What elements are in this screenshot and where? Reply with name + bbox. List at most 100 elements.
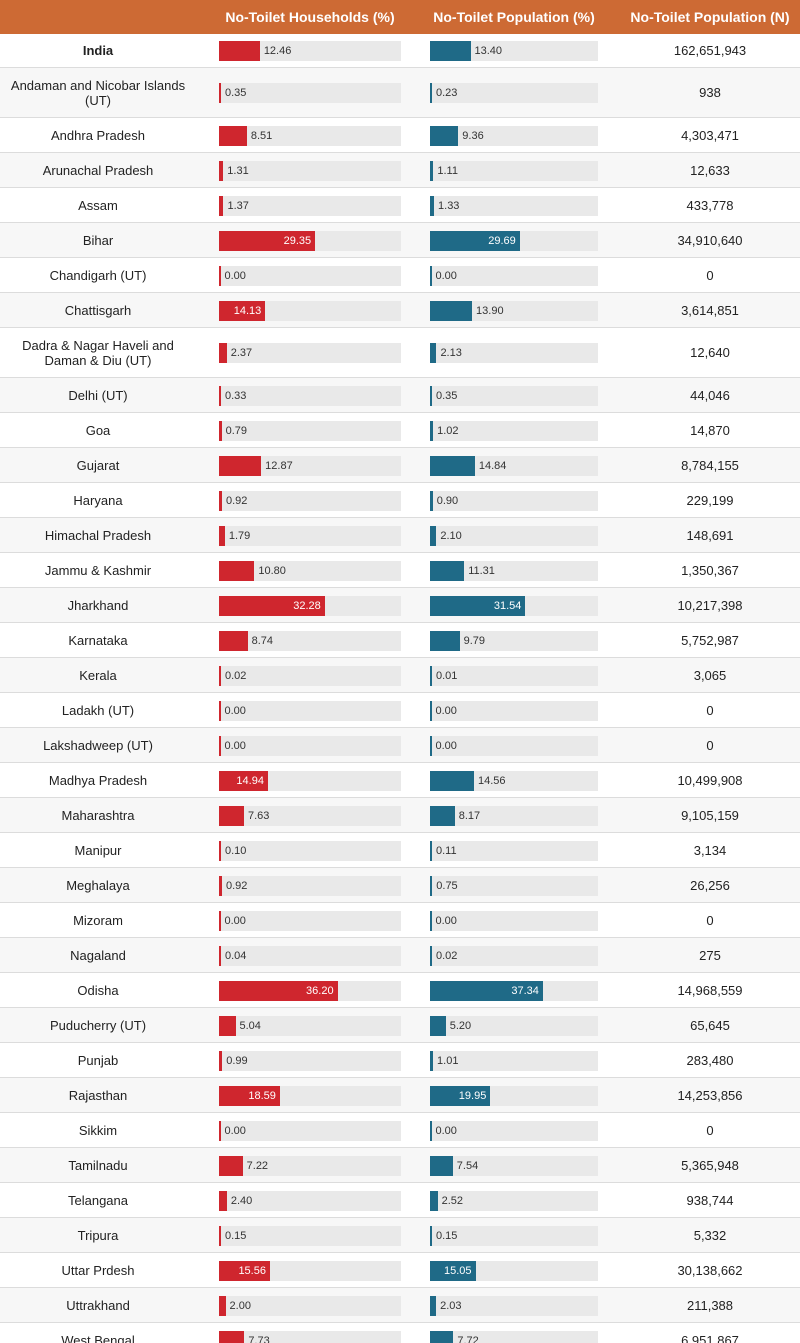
population-value-label: 0.11: [436, 845, 457, 857]
households-value-label: 8.51: [250, 130, 273, 142]
table-row: Karnataka 8.74 9.79 5,752,987: [0, 623, 800, 658]
households-value-label: 0.33: [225, 390, 247, 402]
population-bar: [430, 343, 437, 363]
households-bar: [219, 596, 325, 616]
region-name: Madhya Pradesh: [48, 772, 148, 788]
population-bar: [430, 126, 459, 146]
population-count: 0: [706, 267, 714, 283]
table-row: Andaman and Nicobar Islands (UT) 0.35 0.23…: [0, 68, 800, 118]
region-name: Manipur: [74, 842, 122, 858]
households-bar: [219, 1086, 280, 1106]
population-bar: [430, 491, 433, 511]
population-bar: [430, 1051, 434, 1071]
population-value-label: 9.79: [463, 635, 486, 647]
households-bar: [219, 841, 221, 861]
region-name: Jharkhand: [67, 597, 129, 613]
population-bar-track: 11.31: [430, 561, 598, 581]
households-value-label: 8.74: [251, 635, 274, 647]
population-value-label: 13.90: [476, 305, 504, 317]
households-value-label: 0.00: [224, 270, 246, 282]
households-bar-track: 0.92: [219, 876, 401, 896]
population-bar: [430, 1016, 446, 1036]
region-name: Delhi (UT): [68, 387, 128, 403]
households-value-label: 15.56: [238, 1265, 266, 1277]
population-value-label: 0.00: [435, 740, 457, 752]
population-bar-track: 0.90: [430, 491, 598, 511]
households-bar: [219, 343, 227, 363]
region-name: Andaman and Nicobar Islands (UT): [10, 77, 186, 108]
population-bar: [430, 876, 433, 896]
population-bar-track: 0.15: [430, 1226, 598, 1246]
households-value-label: 5.04: [239, 1020, 261, 1032]
households-bar-track: 32.28: [219, 596, 401, 616]
table-row: Chattisgarh 14.13 13.90 3,614,851: [0, 293, 800, 328]
table-row: Bihar 29.35 29.69 34,910,640: [0, 223, 800, 258]
region-name: Assam: [78, 197, 118, 213]
households-bar-track: 1.37: [219, 196, 401, 216]
population-bar-track: 0.00: [430, 701, 598, 721]
population-bar: [430, 1156, 453, 1176]
households-value-label: 0.04: [225, 950, 247, 962]
region-name: Himachal Pradesh: [44, 527, 152, 543]
households-bar-track: 0.33: [219, 386, 401, 406]
households-bar: [219, 196, 224, 216]
population-bar-track: 0.00: [430, 736, 598, 756]
households-value-label: 0.92: [226, 880, 248, 892]
population-count: 148,691: [686, 527, 734, 543]
region-name: Kerala: [79, 667, 117, 683]
households-bar: [219, 736, 221, 756]
population-value-label: 2.10: [440, 530, 462, 542]
population-value-label: 0.00: [435, 270, 457, 282]
households-bar: [219, 806, 244, 826]
table-row: Kerala 0.02 0.01 3,065: [0, 658, 800, 693]
region-name: Arunachal Pradesh: [42, 162, 154, 178]
population-value-label: 14.56: [478, 775, 506, 787]
population-count: 14,968,559: [677, 982, 743, 998]
population-count: 8,784,155: [681, 457, 739, 473]
population-count: 283,480: [686, 1052, 734, 1068]
households-bar: [219, 386, 221, 406]
region-name: Goa: [85, 422, 111, 438]
population-value-label: 0.90: [436, 495, 459, 507]
table-row: Telangana 2.40 2.52 938,744: [0, 1183, 800, 1218]
population-count: 5,332: [693, 1227, 727, 1243]
population-bar-track: 29.69: [430, 231, 598, 251]
population-bar-track: 0.01: [430, 666, 598, 686]
region-name: Gujarat: [76, 457, 120, 473]
population-value-label: 0.00: [435, 1125, 457, 1137]
region-name: Tripura: [77, 1227, 119, 1243]
table-row: Tripura 0.15 0.15 5,332: [0, 1218, 800, 1253]
population-bar-track: 1.33: [430, 196, 598, 216]
population-bar: [430, 83, 432, 103]
population-count: 6,951,867: [681, 1332, 739, 1343]
population-value-label: 31.54: [493, 600, 522, 612]
population-count: 26,256: [690, 877, 730, 893]
population-count: 34,910,640: [677, 232, 743, 248]
households-value-label: 2.40: [230, 1195, 253, 1207]
households-bar: [219, 1261, 270, 1281]
population-bar-track: 7.72: [430, 1331, 598, 1343]
population-bar: [430, 911, 432, 931]
households-bar: [219, 491, 222, 511]
population-value-label: 0.00: [435, 915, 457, 927]
households-bar: [219, 1121, 221, 1141]
region-name: Meghalaya: [66, 877, 130, 893]
households-value-label: 0.00: [224, 915, 246, 927]
households-bar: [219, 1156, 243, 1176]
population-bar-track: 0.75: [430, 876, 598, 896]
region-name: Chattisgarh: [64, 302, 132, 318]
region-name: Odisha: [77, 982, 119, 998]
population-bar: [430, 386, 432, 406]
population-count: 275: [699, 947, 721, 963]
population-bar-track: 1.11: [430, 161, 598, 181]
households-value-label: 10.80: [258, 565, 286, 577]
households-bar: [219, 526, 225, 546]
population-count: 3,065: [693, 667, 727, 683]
households-bar: [219, 126, 247, 146]
households-bar-track: 0.35: [219, 83, 401, 103]
population-count: 211,388: [686, 1297, 734, 1313]
population-count: 12,633: [690, 162, 730, 178]
population-bar-track: 2.10: [430, 526, 598, 546]
region-name: Telangana: [68, 1192, 128, 1208]
